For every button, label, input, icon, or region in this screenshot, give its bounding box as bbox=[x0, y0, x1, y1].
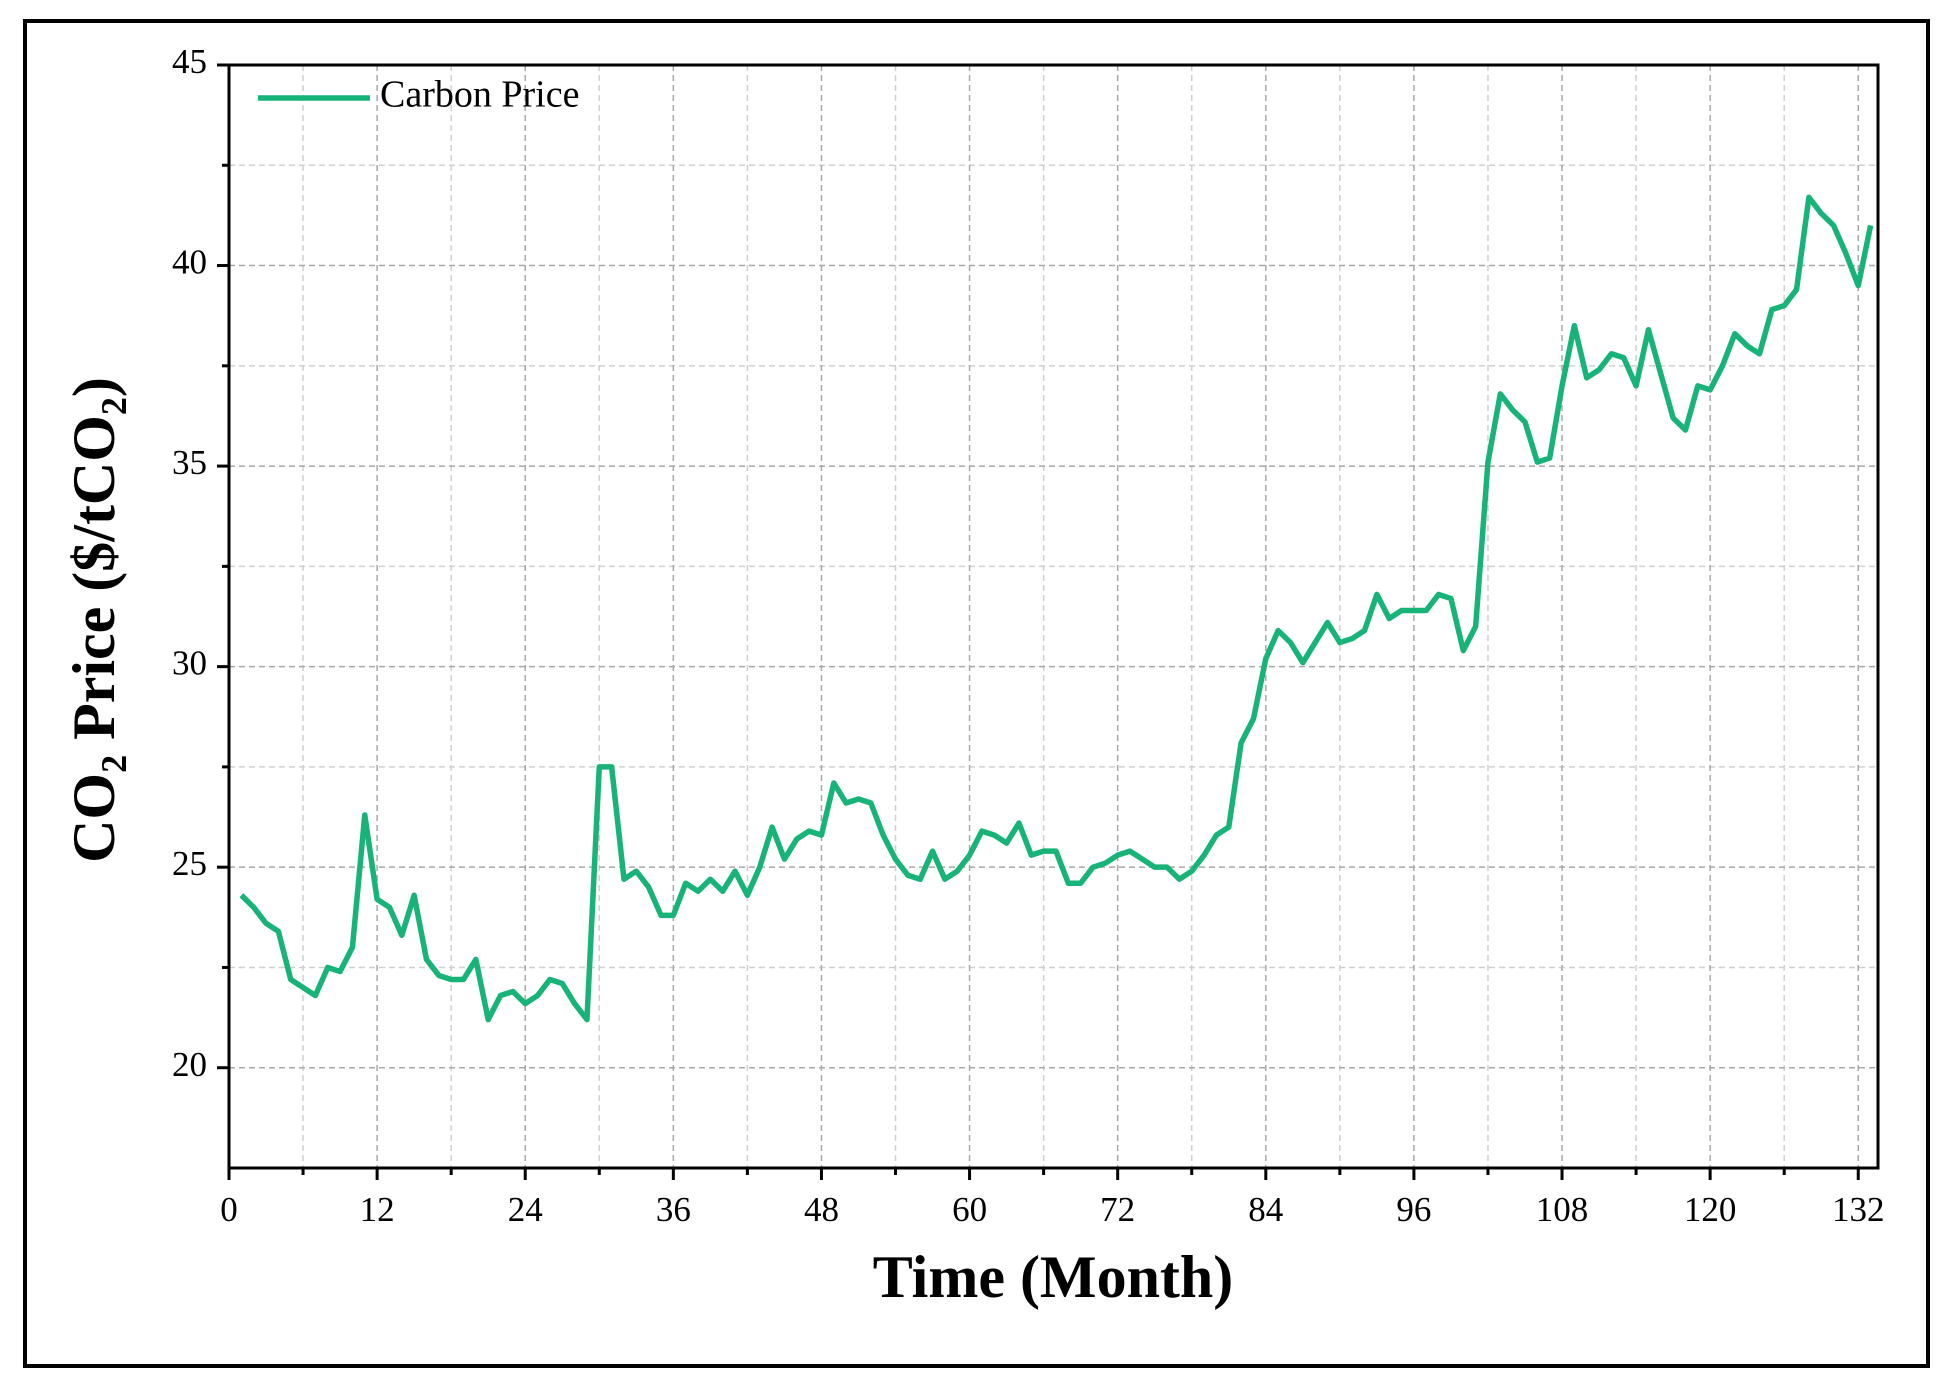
y-tick-label: 35 bbox=[172, 443, 207, 482]
y-tick-label: 20 bbox=[172, 1045, 207, 1084]
x-tick-label: 12 bbox=[360, 1190, 395, 1229]
x-tick-label: 120 bbox=[1684, 1190, 1737, 1229]
plot-frame bbox=[227, 63, 1880, 1170]
x-tick-label: 24 bbox=[508, 1190, 543, 1229]
x-tick-label: 60 bbox=[952, 1190, 987, 1229]
outer-border bbox=[23, 19, 1930, 1368]
x-axis-title: Time (Month) bbox=[873, 1244, 1234, 1310]
x-tick-label: 132 bbox=[1832, 1190, 1885, 1229]
data-line bbox=[239, 194, 1874, 1023]
y-tick-label: 25 bbox=[172, 844, 207, 883]
x-tick-label: 72 bbox=[1100, 1190, 1135, 1229]
x-tick-label: 48 bbox=[804, 1190, 839, 1229]
y-axis-title: CO₂ Price ($/tCO₂) bbox=[61, 377, 127, 863]
y-tick-label: 40 bbox=[172, 243, 207, 282]
x-tick-label: 96 bbox=[1396, 1190, 1431, 1229]
legend-label: Carbon Price bbox=[380, 74, 579, 116]
x-tick-label: 108 bbox=[1536, 1190, 1589, 1229]
x-tick-label: 84 bbox=[1248, 1190, 1283, 1229]
y-tick-label: 45 bbox=[172, 42, 207, 81]
y-tick-label: 30 bbox=[172, 644, 207, 683]
x-tick-label: 0 bbox=[220, 1190, 238, 1229]
x-tick-label: 36 bbox=[656, 1190, 691, 1229]
